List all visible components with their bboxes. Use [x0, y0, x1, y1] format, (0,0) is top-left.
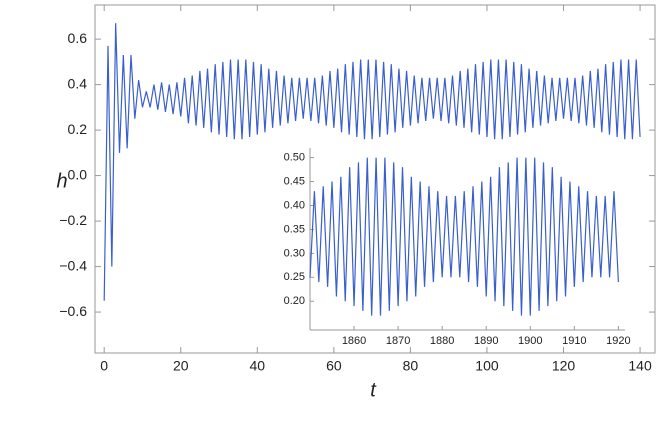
- data-line: [309, 157, 619, 316]
- y-tick-label: 0.0: [68, 166, 88, 182]
- inset-background: [310, 148, 625, 330]
- y-tick-label: −0.4: [59, 257, 87, 273]
- y-tick-label: 0.35: [284, 223, 305, 235]
- x-tick-label: 1860: [342, 335, 366, 347]
- x-tick-label: 1910: [562, 335, 586, 347]
- x-tick-label: 120: [552, 358, 576, 374]
- y-tick-label: 0.4: [68, 75, 88, 91]
- x-tick-label: 60: [326, 358, 342, 374]
- inset: 1860 1870 1880 1890 1900 1910 1920 0.20 0.25 0.30…: [284, 148, 631, 347]
- y-tick-label: 0.40: [284, 199, 305, 211]
- y-tick-label: −0.2: [59, 212, 87, 228]
- x-tick-label: 1870: [386, 335, 410, 347]
- x-axis-label: t: [370, 379, 377, 401]
- y-tick-label: 0.2: [68, 121, 88, 137]
- x-tick-label: 1880: [430, 335, 454, 347]
- y-tick-label: 0.50: [284, 151, 305, 163]
- x-tick-label: 1900: [518, 335, 542, 347]
- y-axis-label: h: [56, 170, 67, 192]
- plot-frame: [94, 4, 656, 354]
- x-tick-label: 100: [475, 358, 499, 374]
- x-tick-label: 0: [100, 358, 108, 374]
- y-tick-label: 0.30: [284, 247, 305, 259]
- x-tick-label: 40: [250, 358, 266, 374]
- x-tick-label: 20: [173, 358, 189, 374]
- x-tick-label: 80: [403, 358, 419, 374]
- data-line: [103, 23, 641, 301]
- x-tick-label: 1920: [606, 335, 630, 347]
- y-tick-label: 0.6: [68, 30, 88, 46]
- x-tick-label: 1890: [474, 335, 498, 347]
- y-tick-label: 0.25: [284, 271, 305, 283]
- x-tick-label: 140: [628, 358, 652, 374]
- y-tick-label: 0.20: [284, 295, 305, 307]
- y-tick-label: 0.45: [284, 175, 305, 187]
- y-tick-label: −0.6: [59, 303, 87, 319]
